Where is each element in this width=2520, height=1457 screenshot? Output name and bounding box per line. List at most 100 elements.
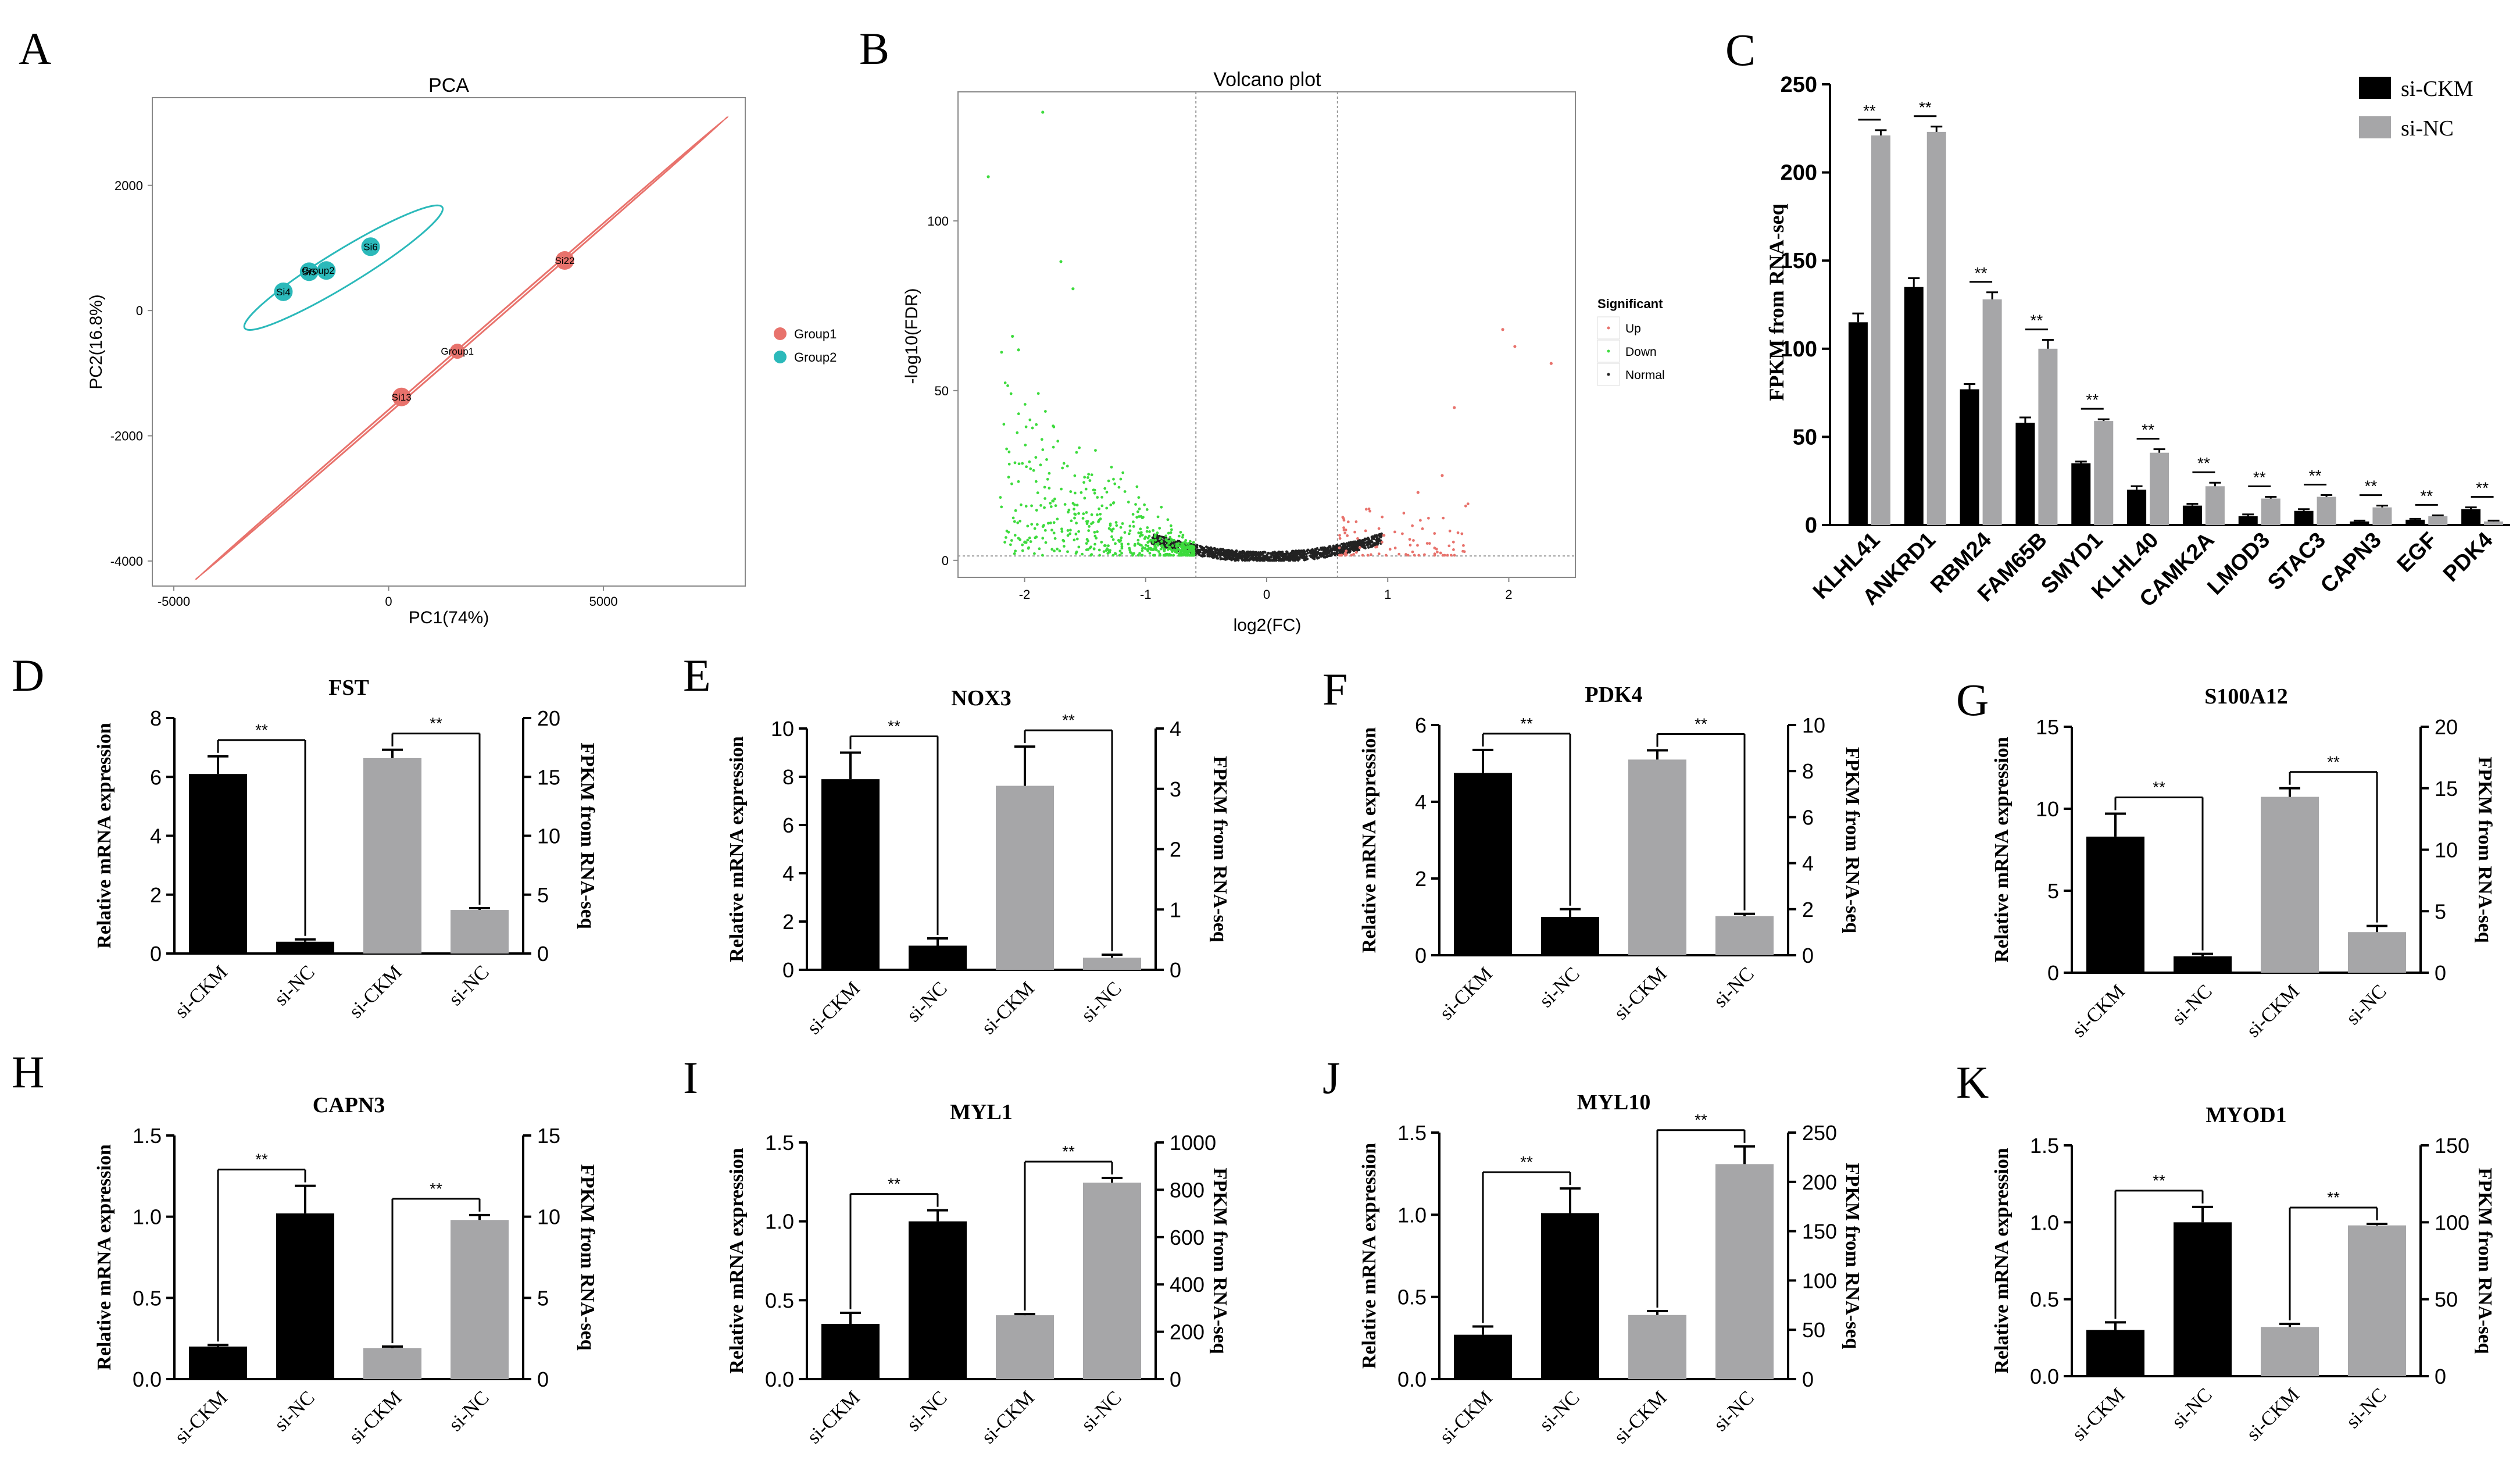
fpkm-category-label: LMOD3 [2203,528,2275,600]
legend-label-down: Down [1625,345,1657,359]
qpcr-panel-k: K MYOD1 0.0 0.5 1.0 1.5 0 50 100 150 Relative mRNA… [1956,1057,2496,1445]
volcano-point-up [1397,552,1401,556]
volcano-point-down [1120,547,1124,550]
qpcr-bar [363,1348,421,1379]
right-y-tick-label: 600 [1170,1226,1204,1249]
fpkm-y-tick-label: 50 [1793,425,1817,449]
volcano-point-down [1041,110,1045,114]
volcano-point-normal [1216,556,1219,559]
qpcr-category-label: si-NC [903,1387,952,1435]
volcano-point-down [1164,534,1168,538]
volcano-point-down [1017,412,1020,416]
volcano-point-down [1146,544,1150,548]
volcano-point-down [1166,518,1170,522]
volcano-point-down [1063,503,1067,506]
volcano-point-down [1014,549,1017,553]
left-y-tick-label: 0.5 [2030,1288,2059,1312]
volcano-point-normal [1299,553,1302,557]
volcano-point-normal [1335,551,1339,554]
volcano-point-down [1082,481,1085,484]
volcano-point-normal [1228,553,1232,557]
volcano-point-down [999,496,1002,499]
volcano-point-normal [1252,556,1256,560]
volcano-point-normal [1264,558,1267,560]
qpcr-bar [2348,932,2406,973]
volcano-point-down [1148,552,1152,555]
volcano-point-down [1107,544,1110,548]
qpcr-bar [363,758,421,954]
volcano-point-normal [1372,542,1376,545]
volcano-point-down [1053,549,1056,553]
volcano-point-normal [1290,555,1293,558]
group1-point-label: Si22 [555,255,575,266]
volcano-point-down [1121,471,1125,474]
volcano-point-down [1017,462,1021,466]
volcano-point-normal [1211,555,1214,559]
fpkm-bar-si-ckm [2127,490,2147,525]
volcano-point-down [1028,536,1031,540]
volcano-point-normal [1249,550,1252,553]
volcano-point-normal [1315,553,1318,556]
qpcr-bar [1715,1164,1774,1379]
right-y-tick-label: 3 [1170,777,1181,801]
group2-point [361,237,380,256]
volcano-point-normal [1262,554,1266,557]
volcano-point-normal [1211,550,1214,553]
volcano-point-normal [1316,551,1319,553]
volcano-point-down [1182,549,1185,553]
volcano-point-down [1118,553,1121,557]
right-y-tick-label: 0 [2435,961,2446,985]
volcano-point-down [1164,553,1167,557]
volcano-point-down [1066,550,1069,553]
volcano-point-normal [1352,542,1354,545]
volcano-point-down [1168,540,1171,543]
volcano-point-down [1052,531,1056,535]
volcano-point-normal [1225,558,1228,560]
volcano-point-up [1416,544,1419,547]
right-y-tick-label: 8 [1802,759,1814,783]
group1-point-label: Si13 [392,392,412,403]
volcano-point-down [1013,520,1016,523]
volcano-point-down [1119,526,1123,529]
volcano-point-up [1343,531,1347,535]
volcano-point-down [1066,529,1070,532]
volcano-point-down [1046,522,1050,525]
qpcr-category-label: si-CKM [1436,963,1497,1024]
volcano-point-normal [1262,559,1265,562]
volcano-point-down [1132,525,1135,528]
volcano-point-normal [1292,549,1295,553]
volcano-point-normal [1243,556,1246,560]
volcano-point-down [1145,508,1149,511]
qpcr-bar [276,941,334,954]
volcano-point-down [1138,507,1141,510]
volcano-point-normal [1285,550,1288,553]
volcano-title: Volcano plot [1213,69,1321,91]
group1-centroid [449,344,465,359]
volcano-point-normal [1257,552,1261,555]
volcano-point-normal [1209,553,1212,556]
fpkm-bar-si-nc [2038,348,2058,525]
volcano-point-normal [1222,558,1225,560]
left-y-label: Relative mRNA expression [1991,1148,2013,1374]
group2-point [299,262,319,281]
volcano-point-down [1013,534,1017,537]
volcano-point-down [1093,491,1096,495]
volcano-point-down [1180,545,1184,549]
sig-label: ** [255,1151,268,1169]
volcano-plot-frame [957,91,1576,578]
sig-label: ** [1062,1142,1075,1160]
volcano-point-up [1380,541,1384,544]
qpcr-panel-f: F PDK4 0 2 4 6 0 2 4 6 8 10 Relative mRNA expression… [1322,664,1863,1024]
qpcr-panel-d: D FST 0 2 4 6 8 0 5 10 15 20 Relative mRNA expressio… [12,650,598,1022]
volcano-point-normal [1258,559,1261,562]
volcano-point-normal [1323,551,1326,554]
volcano-point-down [1114,521,1118,524]
volcano-point-down [1175,545,1178,548]
volcano-point-down [1088,479,1092,482]
volcano-point-down [1132,520,1135,524]
volcano-point-normal [1232,557,1235,560]
volcano-point-down [1173,538,1176,542]
volcano-point-down [1120,552,1123,555]
volcano-point-up [1338,546,1341,549]
volcano-point-down [1039,463,1042,467]
